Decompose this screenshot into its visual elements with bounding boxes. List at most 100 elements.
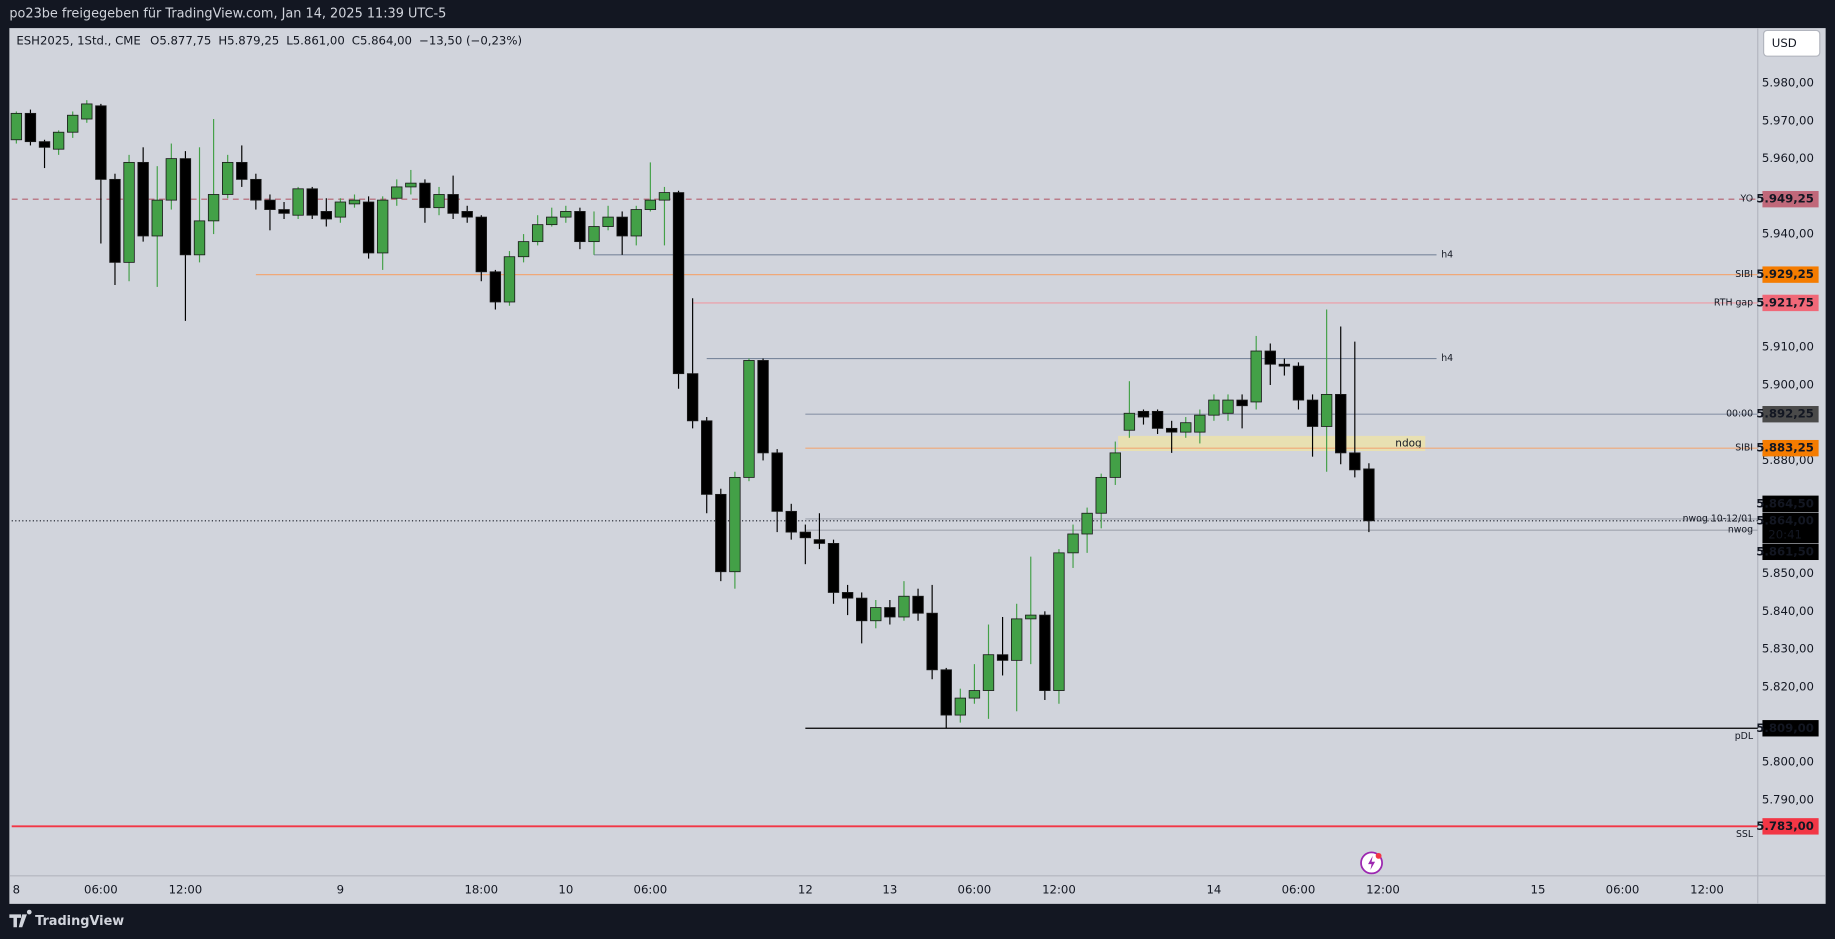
ohlc-value: L5.861,00: [286, 33, 345, 47]
candle-body: [1025, 614, 1037, 620]
candle-body: [560, 211, 572, 218]
level-label: RTH gap: [1714, 297, 1753, 308]
currency-button[interactable]: [1763, 29, 1821, 57]
y-tick-label: 5.790,00: [1762, 792, 1814, 806]
candle-body: [1165, 427, 1178, 433]
x-tick-label: 12:00: [1690, 882, 1724, 896]
candle-body: [1278, 363, 1291, 367]
x-tick-label: 06:00: [84, 882, 118, 896]
candle-body: [236, 161, 248, 180]
level-label: SIBI: [1735, 443, 1753, 454]
candle-body: [475, 216, 487, 273]
candle-body: [644, 199, 657, 210]
level-label: pDL: [1735, 731, 1754, 742]
candle-body: [179, 158, 192, 256]
candle-body: [715, 493, 727, 573]
ohlc-value: H5.879,25: [218, 33, 279, 47]
candle-body: [1349, 452, 1361, 471]
candle-body: [1151, 410, 1164, 429]
price-tag: [1762, 294, 1819, 312]
candle-body: [52, 131, 65, 150]
candle-body: [1250, 350, 1262, 403]
candle-body: [250, 178, 262, 201]
candle-body: [630, 209, 642, 237]
plot: ndog YO h4 SIBI RTH gap h4 00:00 SIBI nwog 10-12…: [10, 100, 1758, 840]
level-label: SSL: [1736, 829, 1754, 840]
x-tick-label: 06:00: [958, 882, 992, 896]
brand-logo: [9, 909, 32, 928]
price-tag: [1762, 818, 1819, 835]
candle-body: [884, 607, 896, 618]
ohlc-value: C5.864,00: [352, 33, 412, 47]
level-label: nwog: [1728, 525, 1753, 536]
candle-body: [1095, 476, 1107, 514]
x-tick-label: 14: [1206, 882, 1221, 896]
candle-body: [264, 199, 276, 210]
level-label: SIBI: [1735, 269, 1753, 280]
candle-body: [278, 209, 290, 214]
price-tag-label: 5.929,25: [1756, 267, 1814, 281]
y-tick-label: 5.850,00: [1762, 566, 1814, 580]
ohlc-value: −13,50 (−0,23%): [419, 33, 522, 47]
y-tick-label: 5.830,00: [1762, 642, 1814, 656]
price-tag-label: 5.883,25: [1756, 441, 1814, 455]
y-tick-label: 5.800,00: [1762, 755, 1814, 769]
candle-body: [306, 188, 318, 216]
candle-body: [1109, 452, 1121, 478]
candle-body: [996, 654, 1009, 661]
candle-body: [1208, 399, 1220, 416]
level-label: 00:00: [1726, 409, 1753, 420]
candle-body: [743, 360, 755, 478]
x-tick-label: 9: [337, 882, 344, 896]
candle-body: [503, 256, 516, 303]
x-tick-label: 18:00: [464, 882, 498, 896]
candle-body: [489, 271, 502, 303]
candle-body: [1320, 393, 1333, 427]
price-tag-label: 5.861,50: [1756, 544, 1814, 558]
last-price-tag: [1762, 512, 1819, 544]
currency[interactable]: USD: [1772, 36, 1797, 50]
ohlc-value: O5.877,75: [150, 33, 211, 47]
x-tick-label: 12:00: [1366, 882, 1400, 896]
x-tick-label: 10: [558, 882, 573, 896]
x-tick-label: 8: [13, 882, 20, 896]
candle-body: [982, 654, 995, 691]
countdown: 20:41: [1768, 527, 1802, 541]
candle-body: [574, 211, 586, 243]
level-label: h4: [1441, 249, 1453, 260]
candle-body: [1039, 614, 1051, 691]
y-tick-label: 5.820,00: [1762, 679, 1814, 693]
level-label: YO: [1740, 194, 1754, 205]
price-tag: [1762, 406, 1819, 423]
candle-body: [856, 597, 868, 622]
candle-body: [419, 182, 431, 209]
candle-body: [165, 158, 178, 201]
candle-body: [701, 420, 713, 495]
candle-body: [813, 539, 826, 544]
y-tick-label: 5.900,00: [1762, 377, 1814, 391]
candle-body: [376, 199, 389, 254]
price-tag-label: 5.892,25: [1756, 407, 1814, 421]
alert-dot: [1375, 852, 1382, 859]
candle-body: [405, 182, 417, 188]
price-tag: [1762, 720, 1819, 737]
x-tick-label: 12:00: [169, 882, 203, 896]
x-tick-label: 13: [882, 882, 897, 896]
candle-body: [517, 241, 530, 258]
zone: [1118, 435, 1426, 451]
candle-body: [447, 194, 459, 214]
price-tag-label: 5.809,00: [1756, 721, 1814, 735]
candle-body: [531, 224, 544, 243]
y-tick-label: 5.910,00: [1762, 340, 1814, 354]
candle-body: [24, 112, 37, 143]
y-tick-label: 5.840,00: [1762, 604, 1814, 618]
chart-area: [9, 28, 1826, 904]
x-tick-label: 06:00: [1606, 882, 1640, 896]
alert-bolt: [1368, 855, 1376, 870]
candle-body: [334, 201, 347, 218]
candle-body: [1335, 393, 1347, 454]
candle-body: [109, 178, 121, 263]
candle-body: [912, 595, 924, 614]
